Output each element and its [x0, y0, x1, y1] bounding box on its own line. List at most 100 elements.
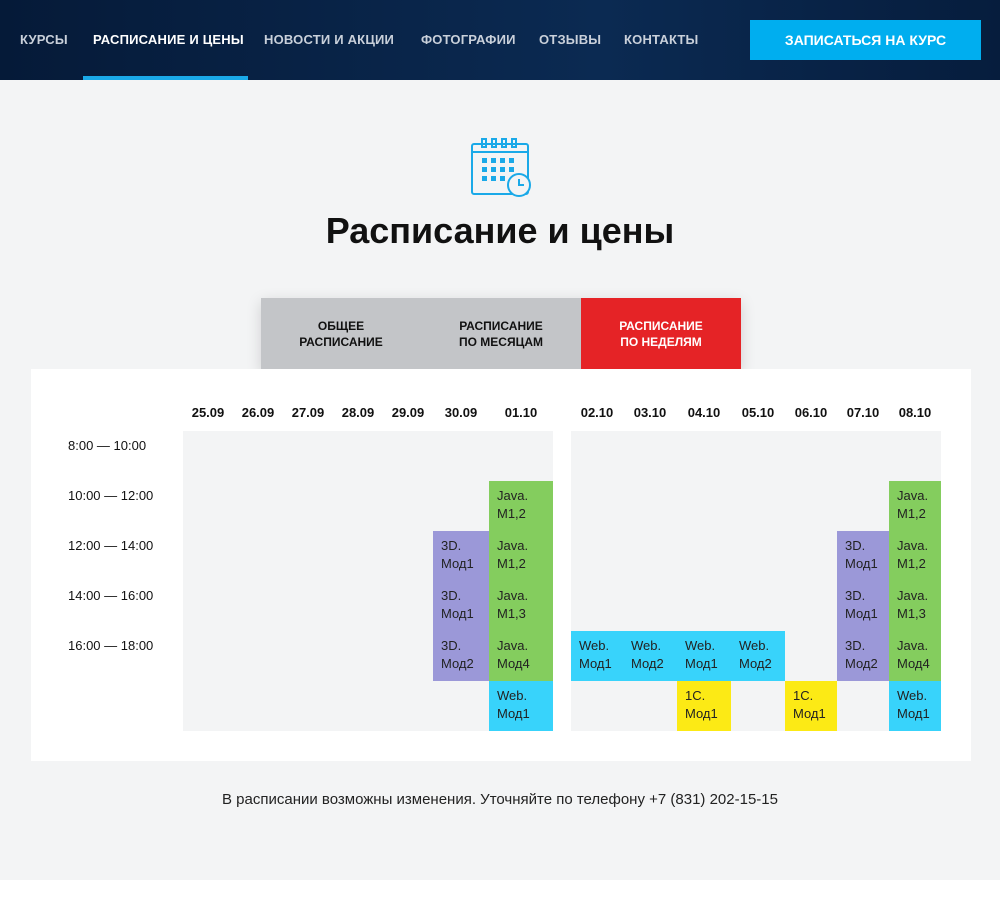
day-column — [233, 431, 283, 731]
class-web[interactable]: Web. Мод1 — [571, 631, 623, 681]
empty-slot — [183, 631, 233, 681]
empty-slot — [785, 531, 837, 581]
class-web[interactable]: Web. Мод1 — [677, 631, 731, 681]
empty-slot — [731, 531, 785, 581]
class-java[interactable]: Java. M1,2 — [489, 481, 553, 531]
class-1c[interactable]: 1С. Мод1 — [677, 681, 731, 731]
empty-slot — [433, 431, 489, 481]
empty-slot — [233, 481, 283, 531]
date-header: 01.10 — [504, 405, 538, 420]
nav-schedule[interactable]: РАСПИСАНИЕ И ЦЕНЫ — [93, 32, 244, 47]
empty-slot — [283, 531, 333, 581]
empty-slot — [283, 581, 333, 631]
empty-slot — [837, 681, 889, 731]
empty-slot — [383, 531, 433, 581]
empty-slot — [837, 431, 889, 481]
class-3d[interactable]: 3D. Мод1 — [433, 531, 489, 581]
class-java[interactable]: Java. M1,3 — [489, 581, 553, 631]
enroll-button[interactable]: ЗАПИСАТЬСЯ НА КУРС — [750, 20, 981, 60]
active-nav-indicator — [83, 76, 248, 80]
day-column — [283, 431, 333, 731]
class-java[interactable]: Java. M1,2 — [489, 531, 553, 581]
top-nav: КУРСЫ РАСПИСАНИЕ И ЦЕНЫ НОВОСТИ И АКЦИИ … — [0, 0, 1000, 80]
empty-slot — [333, 431, 383, 481]
empty-slot — [283, 631, 333, 681]
day-column: 1С. Мод1 — [785, 431, 837, 731]
empty-slot — [677, 431, 731, 481]
empty-slot — [383, 681, 433, 731]
empty-slot — [731, 431, 785, 481]
class-1c[interactable]: 1С. Мод1 — [785, 681, 837, 731]
empty-slot — [677, 531, 731, 581]
schedule-tabs: ОБЩЕЕ РАСПИСАНИЕ РАСПИСАНИЕ ПО МЕСЯЦАМ Р… — [261, 298, 741, 370]
empty-slot — [623, 431, 677, 481]
empty-slot — [785, 481, 837, 531]
tab-monthly-schedule[interactable]: РАСПИСАНИЕ ПО МЕСЯЦАМ — [421, 298, 581, 370]
class-java[interactable]: Java. Мод4 — [889, 631, 941, 681]
date-header: 05.10 — [741, 405, 775, 420]
empty-slot — [283, 681, 333, 731]
day-column: Web. Мод1 1С. Мод1 — [677, 431, 731, 731]
empty-slot — [889, 431, 941, 481]
time-slot: 14:00 — 16:00 — [68, 588, 154, 603]
empty-slot — [623, 531, 677, 581]
empty-slot — [233, 531, 283, 581]
nav-reviews[interactable]: ОТЗЫВЫ — [539, 32, 602, 47]
date-header: 08.10 — [898, 405, 932, 420]
empty-slot — [677, 581, 731, 631]
day-column — [183, 431, 233, 731]
empty-slot — [785, 581, 837, 631]
nav-photos[interactable]: ФОТОГРАФИИ — [421, 32, 516, 47]
class-java[interactable]: Java. M1,3 — [889, 581, 941, 631]
empty-slot — [571, 481, 623, 531]
empty-slot — [333, 631, 383, 681]
class-3d[interactable]: 3D. Мод1 — [433, 581, 489, 631]
tab-general-schedule[interactable]: ОБЩЕЕ РАСПИСАНИЕ — [261, 298, 421, 370]
empty-slot — [383, 431, 433, 481]
class-3d[interactable]: 3D. Мод2 — [837, 631, 889, 681]
empty-slot — [233, 431, 283, 481]
empty-slot — [233, 681, 283, 731]
week-1: 25.09 26.09 27.09 28.09 29.09 30.09 01.10 3D. М… — [183, 405, 553, 731]
day-column: 3D. Мод1 3D. Мод1 3D. Мод2 — [837, 431, 889, 731]
empty-slot — [383, 481, 433, 531]
empty-slot — [731, 581, 785, 631]
class-java[interactable]: Java. M1,2 — [889, 481, 941, 531]
class-java[interactable]: Java. Мод4 — [489, 631, 553, 681]
empty-slot — [571, 581, 623, 631]
time-slot: 12:00 — 14:00 — [68, 538, 154, 553]
empty-slot — [785, 631, 837, 681]
class-3d[interactable]: 3D. Мод2 — [433, 631, 489, 681]
empty-slot — [383, 631, 433, 681]
date-header: 07.10 — [846, 405, 880, 420]
tab-weekly-schedule[interactable]: РАСПИСАНИЕ ПО НЕДЕЛЯМ — [581, 298, 741, 370]
date-header: 27.09 — [291, 405, 325, 420]
day-column: Web. Мод2 — [731, 431, 785, 731]
empty-slot — [333, 581, 383, 631]
empty-slot — [571, 431, 623, 481]
class-3d[interactable]: 3D. Мод1 — [837, 581, 889, 631]
class-web[interactable]: Web. Мод1 — [889, 681, 941, 731]
empty-slot — [731, 681, 785, 731]
class-java[interactable]: Java. M1,2 — [889, 531, 941, 581]
class-web[interactable]: Web. Мод2 — [623, 631, 677, 681]
time-slot: 10:00 — 12:00 — [68, 488, 154, 503]
nav-courses[interactable]: КУРСЫ — [20, 32, 68, 47]
class-3d[interactable]: 3D. Мод1 — [837, 531, 889, 581]
class-web[interactable]: Web. Мод2 — [731, 631, 785, 681]
class-web[interactable]: Web. Мод1 — [489, 681, 553, 731]
empty-slot — [233, 631, 283, 681]
time-slot: 8:00 — 10:00 — [68, 438, 147, 453]
empty-slot — [623, 681, 677, 731]
date-header: 29.09 — [391, 405, 425, 420]
day-column: Web. Мод1 — [571, 431, 623, 731]
nav-contacts[interactable]: КОНТАКТЫ — [624, 32, 699, 47]
day-column: Java. M1,2 Java. M1,2 Java. M1,3 Java. Мод4… — [889, 431, 941, 731]
empty-slot — [623, 581, 677, 631]
empty-slot — [433, 681, 489, 731]
empty-slot — [433, 481, 489, 531]
page-title: Расписание и цены — [325, 210, 675, 251]
empty-slot — [283, 431, 333, 481]
nav-news[interactable]: НОВОСТИ И АКЦИИ — [264, 32, 395, 47]
day-column — [333, 431, 383, 731]
